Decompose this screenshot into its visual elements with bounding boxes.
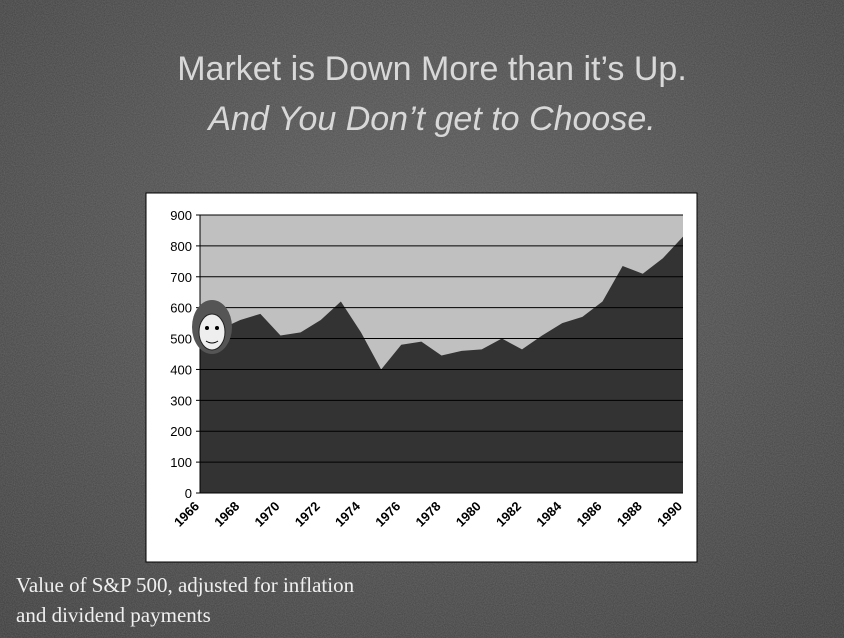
caption-line: Value of S&P 500, adjusted for inflation bbox=[16, 573, 355, 597]
y-tick-label: 800 bbox=[170, 239, 192, 254]
y-tick-label: 500 bbox=[170, 332, 192, 347]
y-tick-label: 400 bbox=[170, 362, 192, 377]
y-tick-label: 100 bbox=[170, 455, 192, 470]
y-tick-label: 900 bbox=[170, 208, 192, 223]
caption: Value of S&P 500, adjusted for inflation… bbox=[16, 573, 359, 627]
clip-art-face bbox=[192, 300, 232, 354]
subtitle: And You Don’t get to Choose. bbox=[206, 100, 655, 138]
title: Market is Down More than it’s Up. bbox=[177, 50, 687, 88]
area bbox=[200, 236, 683, 493]
y-tick-label: 300 bbox=[170, 393, 192, 408]
y-tick-label: 0 bbox=[185, 486, 192, 501]
y-tick-label: 200 bbox=[170, 424, 192, 439]
caption-line: and dividend payments bbox=[16, 603, 211, 627]
y-tick-label: 700 bbox=[170, 270, 192, 285]
y-tick-label: 600 bbox=[170, 301, 192, 316]
